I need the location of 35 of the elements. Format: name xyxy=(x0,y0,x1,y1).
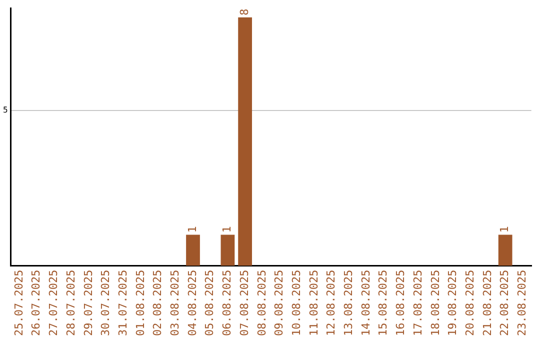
x-tick-label: 07.08.2025 xyxy=(238,270,251,336)
x-tick-label: 13.08.2025 xyxy=(342,270,356,336)
data-label: 1 xyxy=(498,226,512,233)
x-tick-label: 23.08.2025 xyxy=(516,270,529,336)
x-tick-label: 22.08.2025 xyxy=(498,270,512,336)
x-tick-label: 10.08.2025 xyxy=(290,270,303,336)
x-tick-label: 06.08.2025 xyxy=(220,270,234,336)
x-tick-label: 02.08.2025 xyxy=(151,270,164,336)
y-tick-label: 5 xyxy=(2,106,8,115)
x-tick-label: 12.08.2025 xyxy=(324,270,338,336)
x-tick-label: 08.08.2025 xyxy=(255,270,268,336)
x-tick-label: 04.08.2025 xyxy=(186,270,199,336)
x-tick-label: 26.07.2025 xyxy=(30,270,43,336)
x-tick-label: 16.08.2025 xyxy=(394,270,408,336)
x-tick-label: 28.07.2025 xyxy=(64,270,78,336)
x-tick-label: 25.07.2025 xyxy=(12,270,26,336)
x-tick-label: 18.08.2025 xyxy=(428,270,442,336)
x-tick-label: 19.08.2025 xyxy=(446,270,460,336)
x-tick-label: 11.08.2025 xyxy=(307,270,320,336)
data-label: 1 xyxy=(220,226,234,233)
x-tick-label: 03.08.2025 xyxy=(168,270,182,336)
x-tick-label: 27.07.2025 xyxy=(47,270,60,336)
x-tick-label: 31.07.2025 xyxy=(116,270,130,336)
x-tick-label: 15.08.2025 xyxy=(376,270,390,336)
x-tick-label: 17.08.2025 xyxy=(411,270,424,336)
x-tick-label: 01.08.2025 xyxy=(134,270,147,336)
x-tick-label: 05.08.2025 xyxy=(203,270,216,336)
x-tick-label: 20.08.2025 xyxy=(463,270,476,336)
x-tick-label: 21.08.2025 xyxy=(480,270,494,336)
x-tick-label: 09.08.2025 xyxy=(272,270,286,336)
x-tick-label: 30.07.2025 xyxy=(99,270,112,336)
x-tick-label: 14.08.2025 xyxy=(359,270,372,336)
data-label: 8 xyxy=(238,8,251,16)
x-tick-label: 29.07.2025 xyxy=(82,270,95,336)
data-label: 1 xyxy=(186,226,199,233)
